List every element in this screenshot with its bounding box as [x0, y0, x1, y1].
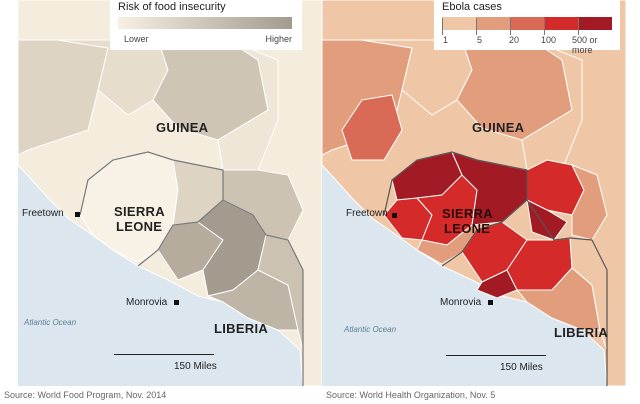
ebola-source: Source: World Health Organization, Nov. … — [326, 390, 496, 400]
city-monrovia: Monrovia — [126, 297, 168, 308]
legend-label-1: 1 — [443, 35, 449, 45]
label-liberia: LIBERIA — [554, 325, 609, 340]
label-guinea: GUINEA — [156, 120, 209, 135]
legend-bin-5 — [578, 17, 612, 30]
legend-tick — [578, 18, 579, 35]
food-legend-title: Risk of food insecurity — [118, 1, 226, 13]
legend-tick — [544, 18, 545, 35]
region-guinea-southeast — [526, 199, 568, 241]
scale-label: 150 Miles — [500, 362, 543, 373]
legend-label-500: 500 or more — [572, 35, 598, 55]
scale-label: 150 Miles — [174, 361, 217, 372]
ocean-label: Atlantic Ocean — [24, 318, 77, 327]
label-leone: LEONE — [444, 221, 491, 236]
ebola-legend: Ebola cases 1 5 20 100 500 or more — [434, 0, 620, 55]
ebola-map-svg — [322, 0, 626, 386]
region-guinea-coast — [341, 94, 403, 161]
border-guinea-liberia — [222, 199, 304, 386]
label-sierra: SIERRA — [114, 204, 165, 219]
legend-bin-3 — [510, 17, 544, 30]
city-freetown: Freetown — [346, 208, 388, 219]
label-liberia: LIBERIA — [214, 321, 269, 336]
food-legend: Risk of food insecurity Lower Higher — [110, 0, 302, 50]
label-leone: LEONE — [116, 219, 163, 234]
label-sierra: SIERRA — [442, 206, 493, 221]
city-monrovia: Monrovia — [440, 297, 482, 308]
monrovia-marker — [174, 300, 179, 305]
city-freetown: Freetown — [22, 208, 64, 219]
legend-tick — [442, 18, 443, 35]
legend-label-20: 20 — [509, 35, 520, 45]
food-legend-high: Higher — [265, 34, 292, 44]
legend-tick — [510, 18, 511, 35]
legend-bin-2 — [476, 17, 510, 30]
legend-label-5: 5 — [477, 35, 483, 45]
food-source: Source: World Food Program, Nov. 2014 — [4, 390, 167, 400]
region-guinea-far-east — [570, 164, 608, 241]
ebola-cases-map: Ebola cases 1 5 20 100 500 or more GUINE… — [322, 0, 626, 386]
food-insecurity-map: Risk of food insecurity Lower Higher GUI… — [18, 0, 322, 386]
freetown-marker — [75, 212, 80, 217]
legend-tick — [476, 18, 477, 35]
food-legend-ramp — [118, 17, 292, 29]
border-sierra-leone-liberia — [137, 221, 199, 267]
food-map-svg — [18, 0, 322, 386]
ebola-legend-title: Ebola cases — [442, 1, 502, 13]
region-liberia-montserrado — [476, 269, 518, 299]
food-legend-low: Lower — [124, 34, 149, 44]
scale-bar — [446, 355, 546, 356]
legend-label-100: 100 — [541, 35, 557, 45]
border-sierra-leone-liberia — [441, 221, 503, 267]
legend-bin-1 — [442, 17, 476, 30]
border-guinea-sierra-leone — [79, 151, 224, 223]
border-guinea-sierra-leone — [383, 151, 528, 223]
border-guinea-liberia — [526, 199, 608, 386]
legend-bin-4 — [544, 17, 578, 30]
freetown-marker — [392, 213, 397, 218]
ocean-label: Atlantic Ocean — [344, 325, 397, 334]
scale-bar — [114, 354, 214, 355]
label-guinea: GUINEA — [472, 120, 525, 135]
monrovia-marker — [488, 300, 493, 305]
